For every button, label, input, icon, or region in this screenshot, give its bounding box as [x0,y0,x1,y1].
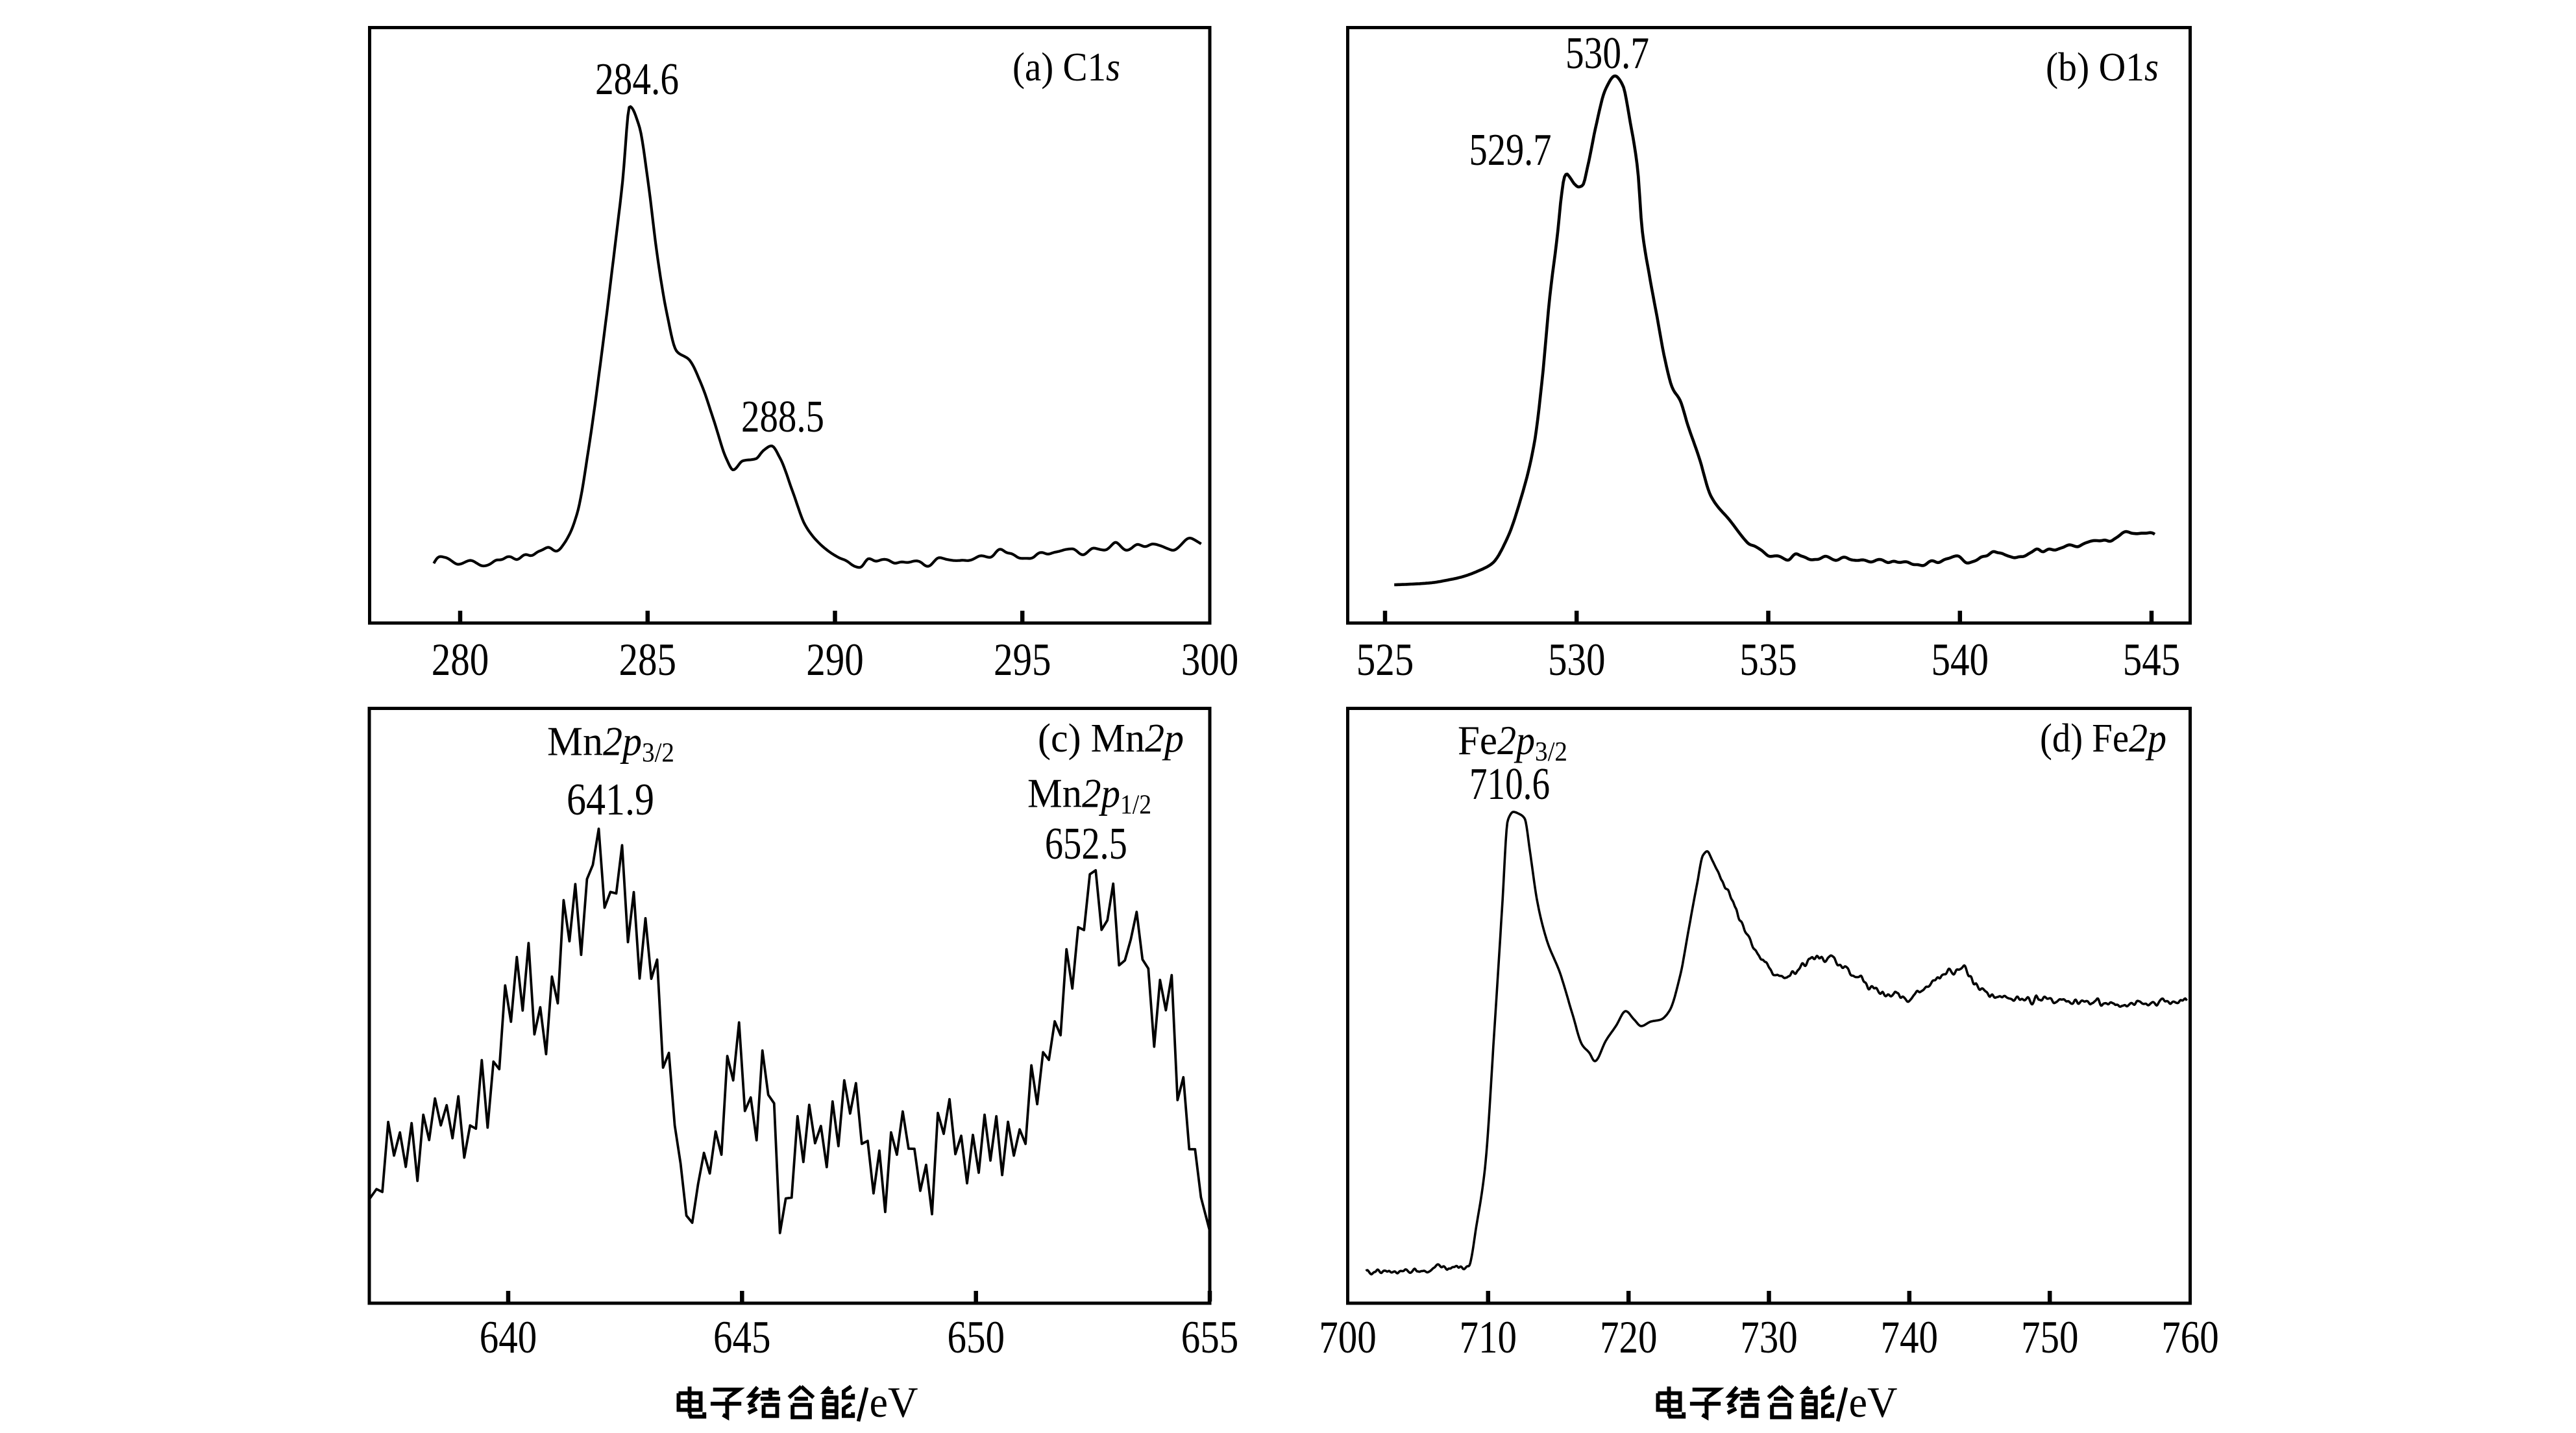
svg-text:530: 530 [1548,635,1606,685]
svg-text:s: s [1106,45,1120,90]
svg-text:2p: 2p [1497,718,1535,763]
svg-text:Mn: Mn [1027,771,1082,816]
svg-text:645: 645 [713,1312,771,1363]
svg-text:2p: 2p [1082,771,1120,816]
svg-text:640: 640 [480,1312,537,1363]
svg-text:710: 710 [1460,1312,1517,1363]
svg-text:300: 300 [1181,635,1239,685]
svg-text:288.5: 288.5 [741,392,824,442]
svg-text:700: 700 [1319,1312,1377,1363]
svg-text:285: 285 [619,635,677,685]
svg-text:2p: 2p [603,719,642,765]
svg-text:(b) O1: (b) O1 [2046,45,2144,90]
svg-text:284.6: 284.6 [595,55,679,104]
svg-text:750: 750 [2021,1312,2079,1363]
svg-text:730: 730 [1740,1312,1798,1363]
svg-text:740: 740 [1881,1312,1939,1363]
svg-text:2p: 2p [1145,716,1184,761]
svg-text:655: 655 [1181,1312,1239,1363]
svg-text:650: 650 [947,1312,1005,1363]
svg-text:(d) Fe: (d) Fe [2040,716,2129,761]
svg-text:(c) Mn: (c) Mn [1038,716,1145,761]
svg-text:641.9: 641.9 [567,775,654,825]
svg-text:710.6: 710.6 [1469,759,1550,809]
svg-text:525: 525 [1356,635,1414,685]
svg-text:720: 720 [1600,1312,1658,1363]
svg-text:3/2: 3/2 [642,739,674,768]
svg-text:530.7: 530.7 [1565,29,1649,79]
svg-text:290: 290 [806,635,864,685]
svg-text:1/2: 1/2 [1120,790,1151,820]
svg-text:280: 280 [432,635,489,685]
svg-text:(a) C1: (a) C1 [1012,45,1106,90]
svg-text:eV: eV [870,1378,918,1427]
svg-text:545: 545 [2123,635,2181,685]
svg-text:3/2: 3/2 [1535,737,1567,767]
svg-text:295: 295 [994,635,1051,685]
svg-text:Fe: Fe [1458,718,1497,763]
svg-text:540: 540 [1932,635,1989,685]
svg-text:Mn: Mn [547,719,603,765]
svg-text:s: s [2144,45,2159,90]
svg-text:eV: eV [1849,1378,1898,1427]
svg-text:2p: 2p [2129,716,2166,761]
svg-text:529.7: 529.7 [1469,125,1552,175]
svg-text:535: 535 [1739,635,1797,685]
svg-text:652.5: 652.5 [1045,819,1127,869]
svg-text:760: 760 [2161,1312,2219,1363]
